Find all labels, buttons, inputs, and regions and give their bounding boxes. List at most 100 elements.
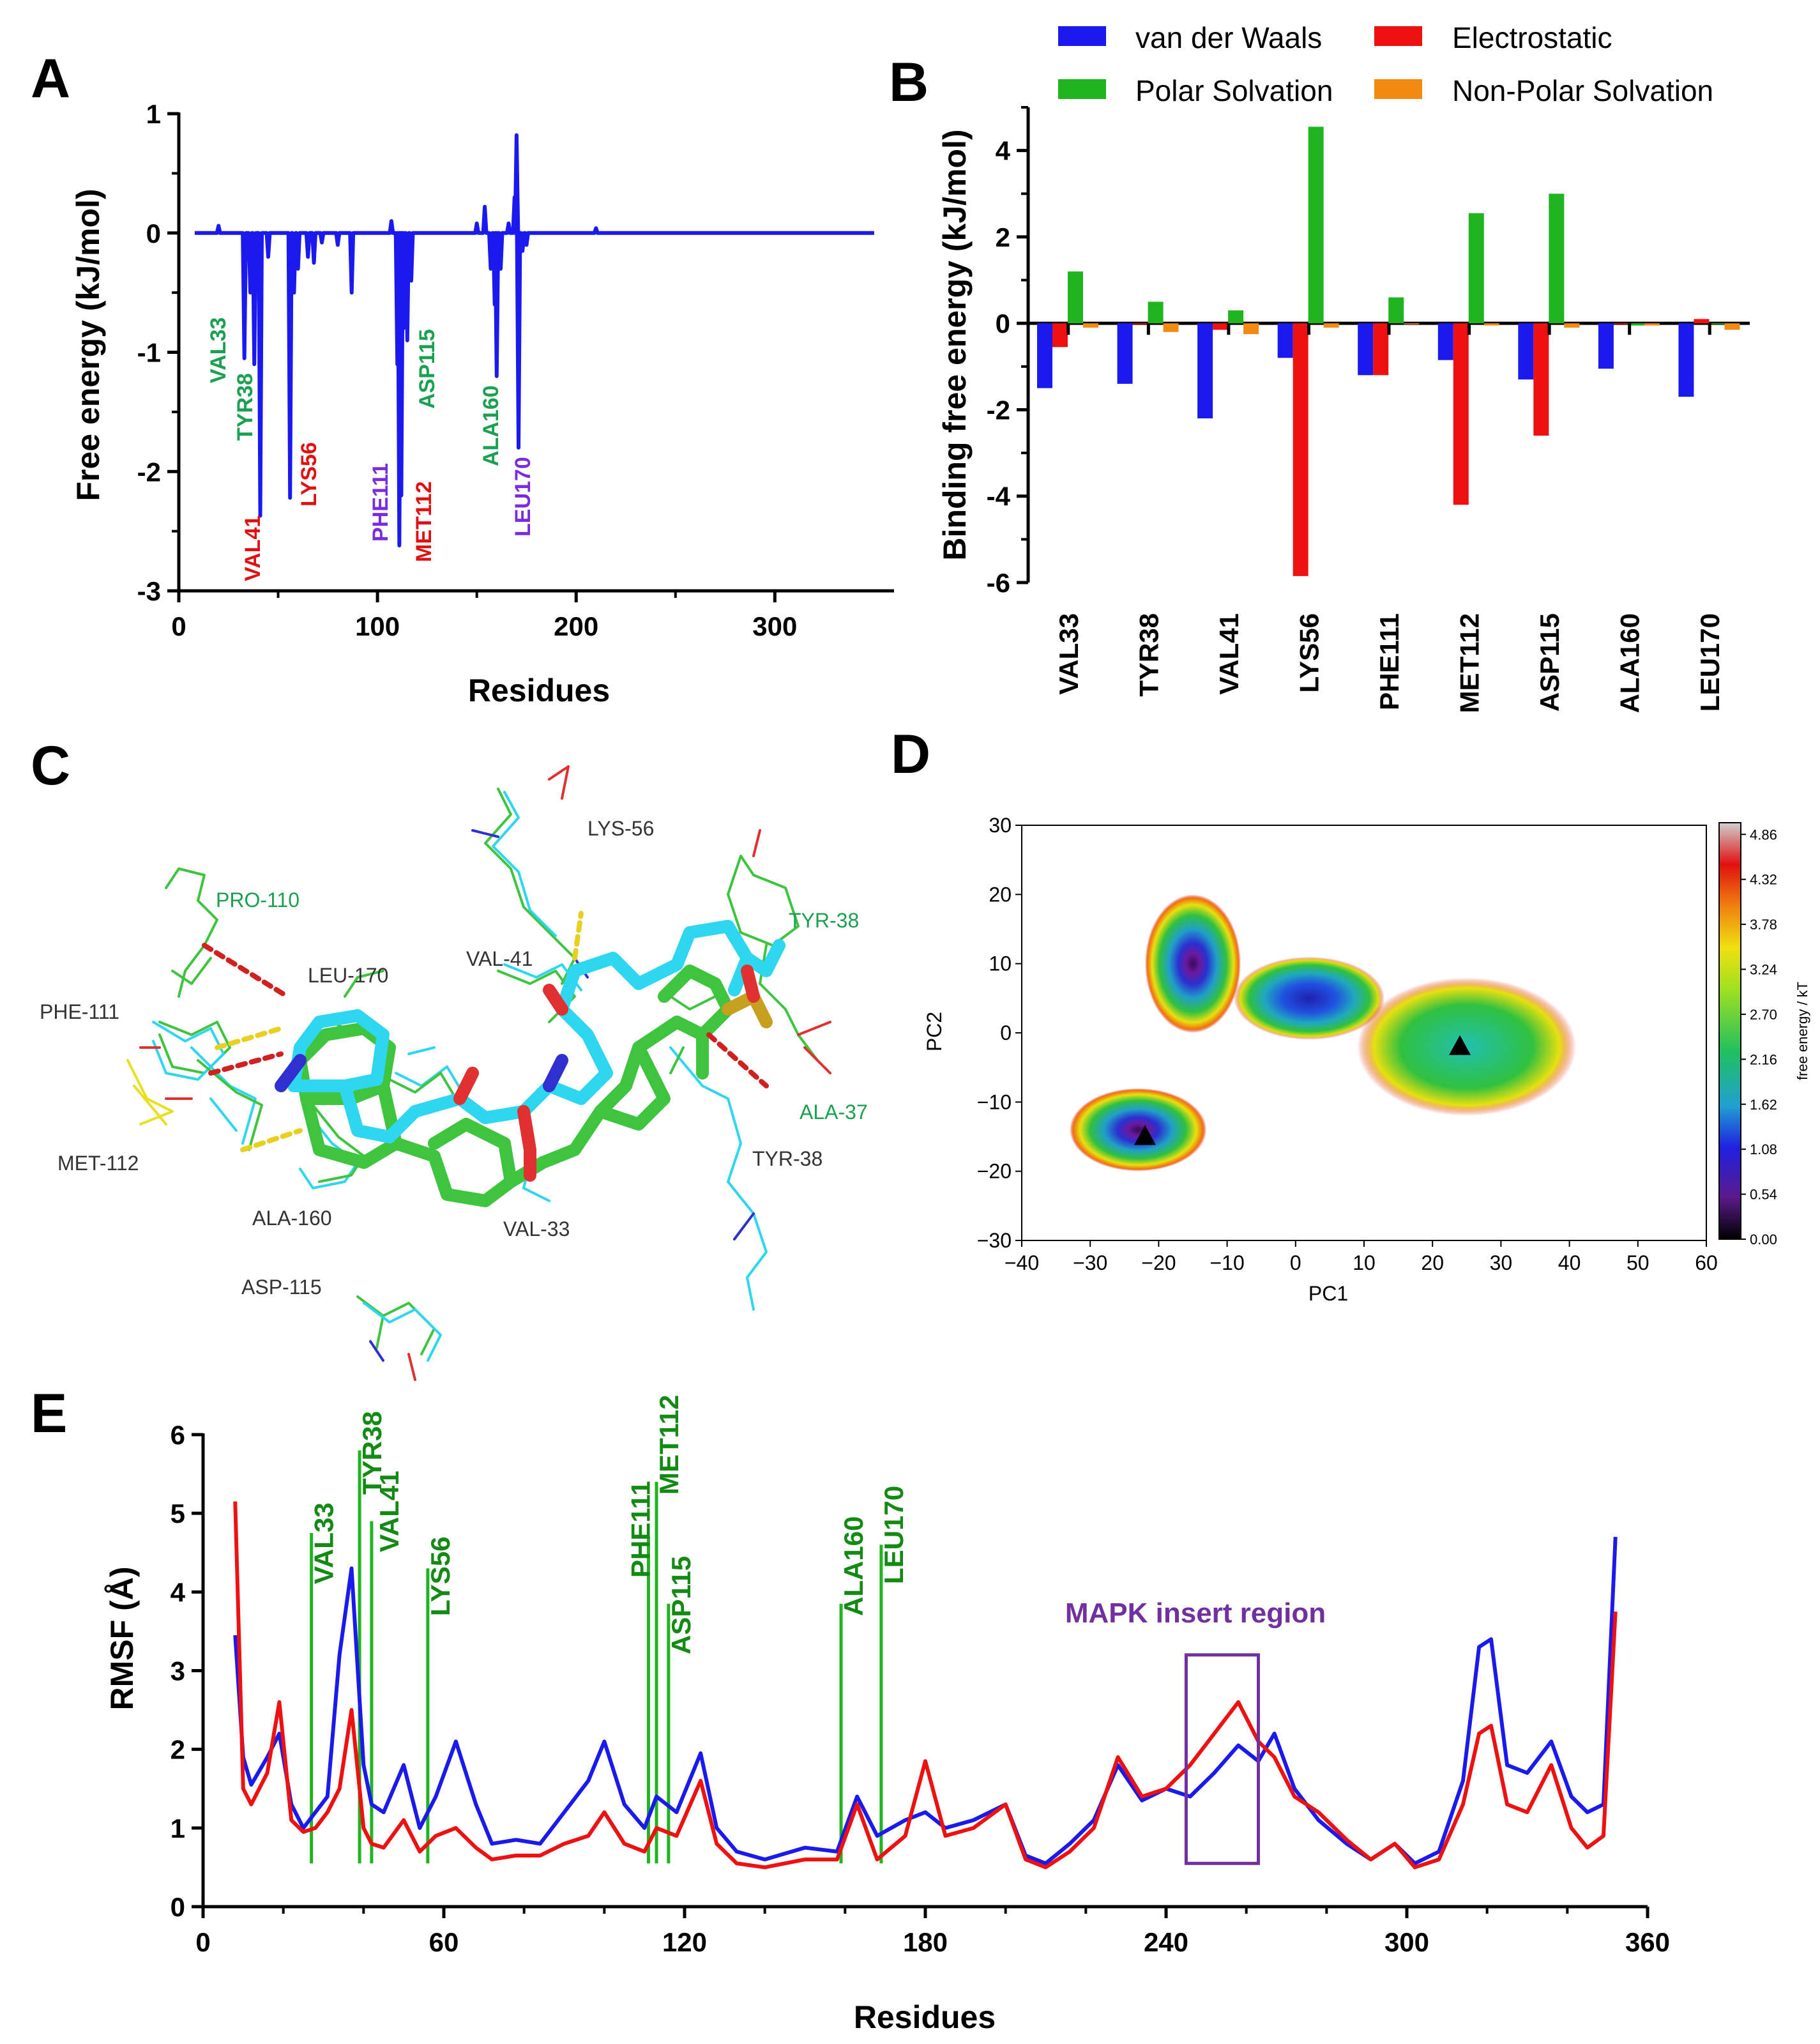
panel-d-y-tick-label: 0	[1000, 1021, 1012, 1044]
panel-e-y-tick-label: 6	[171, 1420, 185, 1450]
panel-a-x-tick-label: 0	[171, 611, 186, 641]
panel-e-ticks: 0 60 120 180 240 300 360 6 5 4 3 2 1 0	[171, 1420, 1670, 1957]
panel-a-residue-label: LYS56	[297, 442, 321, 507]
energy-basin	[1070, 1088, 1207, 1171]
mapk-insert-region-box	[1184, 1653, 1261, 1865]
colorbar-tick-label: 3.24	[1750, 962, 1777, 978]
panel-d-minima-markers	[1134, 1035, 1471, 1145]
minimum-triangle-marker	[1134, 1125, 1156, 1145]
panel-letter-b: B	[889, 52, 929, 113]
panel-e: E 0 60 120 180 240 300 360 6 5 4 3 2 1 0 VAL33 TYR38VA…	[31, 1383, 1670, 2035]
panel-d-x-tick-label: −10	[1210, 1251, 1244, 1274]
bar-asp115-green	[1549, 194, 1565, 324]
panel-letter-e: E	[31, 1383, 67, 1444]
panel-a-ticks: 0 100 200 300 1 0 -1 -2 -3	[137, 99, 798, 641]
mol-label-ala160: ALA-160	[252, 1207, 332, 1230]
bar-met112-green	[1468, 213, 1484, 324]
panel-d-x-tick-label: −30	[1073, 1251, 1107, 1274]
rmsf-red-line	[233, 1501, 1618, 1870]
panel-e-y-axis-title: RMSF (Å)	[104, 1567, 140, 1711]
mol-label-pro110: PRO-110	[216, 889, 300, 911]
energy-basin	[1357, 977, 1577, 1116]
colorbar-tick-label: 2.70	[1750, 1007, 1777, 1023]
bar-val41-orange	[1243, 323, 1259, 335]
legend-label-polar-solvation: Polar Solvation	[1135, 74, 1333, 107]
bar-asp115-red	[1533, 323, 1549, 436]
panel-e-x-tick-label: 240	[1144, 1927, 1188, 1957]
legend-label-vdw: van der Waals	[1135, 21, 1322, 54]
panel-b-y-tick-label: -4	[987, 482, 1011, 512]
legend-swatch-polar-solvation	[1058, 79, 1106, 99]
panel-a-residue-label: PHE111	[368, 463, 393, 542]
colorbar-label: free energy / kT	[1794, 982, 1810, 1080]
panel-d-x-tick-label: 20	[1421, 1251, 1444, 1274]
energy-basin	[1234, 956, 1385, 1040]
colorbar-tick-label: 3.78	[1750, 917, 1777, 933]
bar-val41-red	[1213, 323, 1229, 330]
panel-b-y-tick-label: 0	[996, 309, 1010, 339]
panel-e-x-tick-label: 300	[1384, 1927, 1429, 1957]
bar-tyr38-green	[1148, 301, 1164, 324]
residue-marker-label: VAL41	[374, 1470, 404, 1552]
bar-leu170-green	[1709, 323, 1725, 324]
panel-e-x-axis-title: Residues	[854, 1999, 996, 2035]
panel-b-ticks: 4 2 0 -2 -4 -6 VAL33 TYR38 VAL41 LYS56 PHE111 MET11…	[987, 106, 1725, 713]
bar-met112-blue	[1437, 323, 1453, 360]
bar-lys56-green	[1308, 126, 1324, 324]
panel-e-y-tick-label: 0	[171, 1892, 185, 1922]
panel-b-axes	[1026, 107, 1750, 583]
residue-marker-label: TYR38	[357, 1411, 387, 1495]
panel-a-residue-label: ASP115	[415, 329, 439, 409]
mapk-insert-region-label: MAPK insert region	[1065, 1598, 1326, 1629]
panel-e-y-tick-label: 2	[171, 1735, 185, 1765]
panel-letter-c: C	[31, 735, 70, 797]
residue-marker-label: LEU170	[879, 1486, 909, 1584]
colorbar-tick-label: 0.00	[1750, 1232, 1777, 1247]
bar-leu170-orange	[1724, 323, 1740, 330]
panel-d-y-tick-label: −30	[977, 1229, 1012, 1252]
panel-a-x-tick-label: 100	[355, 611, 400, 641]
panel-b-category-label: ASP115	[1535, 613, 1565, 712]
residue-marker-label: MET112	[654, 1395, 684, 1495]
residue-marker-label: PHE111	[625, 1481, 655, 1578]
panel-d-x-tick-label: 50	[1627, 1251, 1649, 1274]
panel-letter-d: D	[891, 724, 930, 785]
panel-b-category-label: LEU170	[1695, 613, 1725, 712]
panel-d-y-tick-label: −20	[977, 1160, 1012, 1183]
panel-a-y-tick-label: -2	[137, 457, 161, 487]
minimum-triangle-marker	[1449, 1035, 1471, 1055]
colorbar-tick-label: 1.62	[1750, 1097, 1777, 1113]
panel-a-y-axis-title: Free energy (kJ/mol)	[70, 188, 106, 501]
panel-a-residue-label: LEU170	[511, 457, 535, 537]
panel-b-y-tick-label: -6	[987, 568, 1010, 598]
mol-label-met112: MET-112	[57, 1152, 139, 1175]
bar-met112-red	[1453, 323, 1469, 505]
panel-e-x-tick-label: 60	[429, 1927, 459, 1957]
energy-basin	[1144, 894, 1241, 1033]
panel-d: D −40 −30 −20 −10 0 10 20 30 40 50 603020100−10−20…	[891, 724, 1810, 1305]
bar-lys56-red	[1293, 323, 1308, 576]
mol-label-asp115: ASP-115	[241, 1276, 322, 1299]
residue-marker-label: VAL33	[309, 1502, 339, 1584]
legend-swatch-vdw	[1058, 26, 1106, 46]
panel-d-y-tick-label: 10	[989, 952, 1012, 975]
panel-d-y-tick-label: 30	[989, 814, 1012, 837]
panel-d-y-axis-title: PC2	[923, 1012, 946, 1051]
mol-label-ala37: ALA-37	[800, 1101, 868, 1124]
panel-a-residue-label: MET112	[412, 481, 436, 562]
panel-a-x-tick-label: 200	[554, 611, 598, 641]
residue-marker-label: LYS56	[425, 1536, 455, 1616]
panel-a-y-tick-label: -3	[137, 576, 161, 606]
legend-swatch-nonpolar-solvation	[1374, 79, 1422, 99]
bar-leu170-red	[1694, 319, 1710, 324]
bar-ala160-orange	[1644, 323, 1660, 326]
bar-lys56-orange	[1323, 323, 1339, 328]
panel-b-category-label: VAL41	[1214, 613, 1244, 695]
colorbar-tick-label: 4.86	[1750, 827, 1777, 843]
mol-label-tyr38: TYR-38	[752, 1147, 823, 1170]
panel-a-axes	[177, 112, 894, 593]
panel-b-y-axis-title: Binding free energy (kJ/mol)	[937, 129, 973, 560]
panel-e-y-tick-label: 3	[171, 1656, 185, 1686]
